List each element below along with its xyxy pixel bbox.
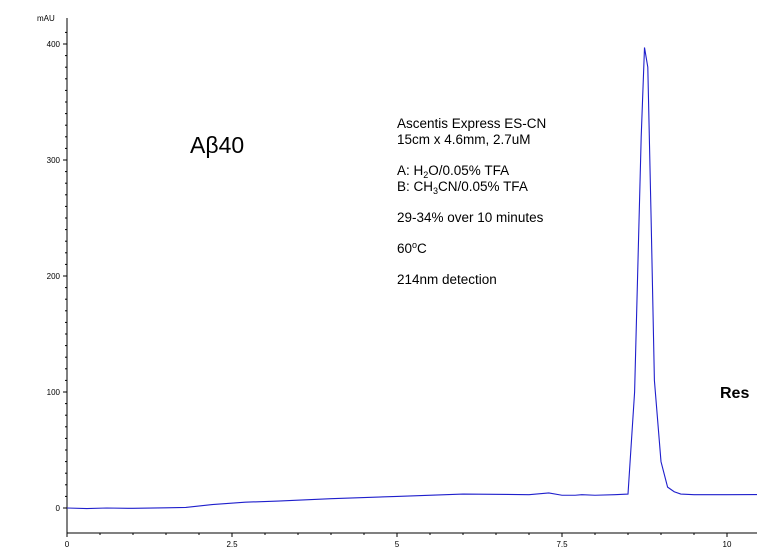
x-tick-label: 10	[723, 540, 732, 549]
x-tick-label: 0	[65, 540, 70, 549]
mobile-phase-a: A: H2O/0.05% TFA	[397, 163, 510, 180]
method-annotation: Ascentis Express ES-CN 15cm x 4.6mm, 2.7…	[397, 116, 546, 288]
column-name: Ascentis Express ES-CN	[397, 116, 547, 131]
compound-label: Aβ40	[190, 132, 245, 158]
chromatogram-trace	[66, 47, 757, 510]
column-temperature: 60oC	[397, 240, 427, 257]
y-axis-unit-label: mAU	[37, 14, 55, 23]
y-tick-label: 200	[47, 272, 61, 281]
x-tick-label: 2.5	[226, 540, 238, 549]
x-tick-label: 7.5	[556, 540, 568, 549]
gradient-program: 29-34% over 10 minutes	[397, 210, 544, 225]
x-tick-label: 5	[395, 540, 400, 549]
y-tick-label: 0	[56, 504, 61, 513]
mobile-phase-b: B: CH3CN/0.05% TFA	[397, 179, 528, 196]
detection-wavelength: 214nm detection	[397, 272, 497, 287]
cropped-label: Res	[720, 385, 750, 402]
y-tick-label: 400	[47, 40, 61, 49]
column-dimensions: 15cm x 4.6mm, 2.7uM	[397, 132, 531, 147]
y-tick-label: 100	[47, 388, 61, 397]
y-tick-label: 300	[47, 156, 61, 165]
